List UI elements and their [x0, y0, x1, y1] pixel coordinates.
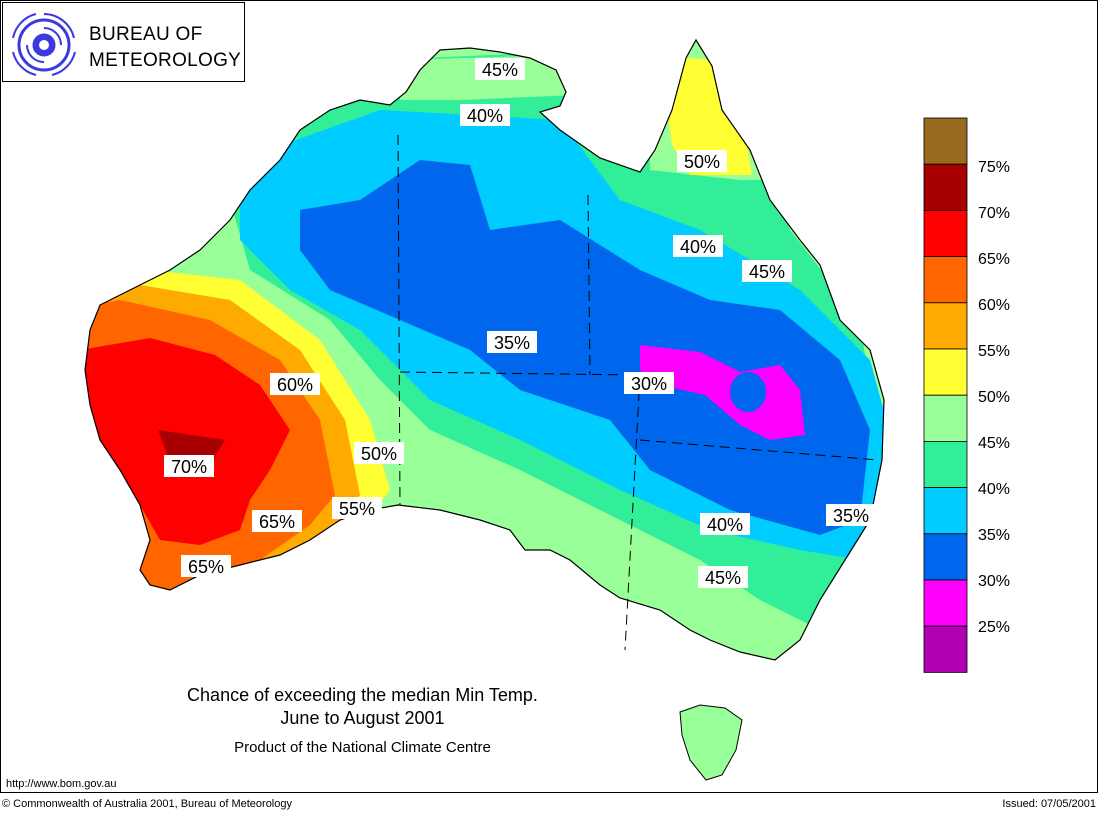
product-credit: Product of the National Climate Centre [234, 739, 491, 756]
legend-label: 70% [978, 205, 1011, 222]
logo-text-line1: BUREAU OF [89, 24, 203, 45]
svg-text:30%: 30% [631, 374, 667, 394]
legend-label: 35% [978, 527, 1011, 544]
contour-label: 40% [460, 104, 510, 126]
legend-swatch [923, 579, 968, 627]
contour-label: 35% [826, 504, 876, 526]
svg-text:65%: 65% [188, 557, 224, 577]
svg-text:70%: 70% [171, 457, 207, 477]
issued-date: Issued: 07/05/2001 [1002, 798, 1096, 810]
contour-label: 45% [698, 566, 748, 588]
legend-swatch [923, 209, 968, 257]
contour-label: 60% [270, 373, 320, 395]
contour-label: 40% [673, 235, 723, 257]
svg-text:60%: 60% [277, 375, 313, 395]
legend-swatch [923, 487, 968, 535]
contour-label: 70% [164, 455, 214, 477]
contour-label: 40% [700, 513, 750, 535]
legend-label: 30% [978, 573, 1011, 590]
bom-logo: BUREAU OF METEOROLOGY [2, 2, 245, 82]
contour-label: 30% [624, 372, 674, 394]
contour-label: 50% [677, 150, 727, 172]
website-url: http://www.bom.gov.au [6, 778, 117, 790]
contour-label: 55% [332, 497, 382, 519]
contour-label: 65% [252, 510, 302, 532]
legend-swatch [923, 302, 968, 350]
svg-text:40%: 40% [707, 515, 743, 535]
contour-label: 50% [354, 442, 404, 464]
svg-text:65%: 65% [259, 512, 295, 532]
legend-label: 55% [978, 343, 1011, 360]
legend-swatch [923, 163, 968, 211]
svg-text:40%: 40% [680, 237, 716, 257]
legend-label: 65% [978, 251, 1011, 268]
legend-swatch [923, 394, 968, 442]
svg-text:35%: 35% [833, 506, 869, 526]
bom-swirl-icon [12, 13, 76, 76]
map-subtitle: June to August 2001 [280, 708, 445, 728]
contour-label: 45% [742, 260, 792, 282]
logo-text-line2: METEOROLOGY [89, 50, 242, 71]
contour-label: 45% [475, 58, 525, 80]
contour-label: 65% [181, 555, 231, 577]
legend-swatch [923, 533, 968, 581]
legend-swatch [923, 117, 968, 165]
legend-label: 25% [978, 619, 1011, 636]
legend-swatch [923, 440, 968, 488]
svg-text:55%: 55% [339, 499, 375, 519]
legend-label: 45% [978, 435, 1011, 452]
svg-text:45%: 45% [705, 568, 741, 588]
svg-text:50%: 50% [684, 152, 720, 172]
legend-label: 40% [978, 481, 1011, 498]
copyright-notice: © Commonwealth of Australia 2001, Bureau… [2, 798, 292, 810]
contour-labels: 45% 40% 50% 40% 45% 35% 30% 60% [164, 58, 876, 588]
legend-swatch [923, 348, 968, 396]
legend-label: 50% [978, 389, 1011, 406]
legend-color-bar [923, 117, 968, 673]
legend-label: 60% [978, 297, 1011, 314]
legend-swatch [923, 625, 968, 673]
coastline [84, 38, 885, 661]
map-title: Chance of exceeding the median Min Temp. [187, 685, 538, 705]
tasmania [679, 704, 743, 781]
svg-text:50%: 50% [361, 444, 397, 464]
svg-text:45%: 45% [749, 262, 785, 282]
svg-text:35%: 35% [494, 333, 530, 353]
svg-text:40%: 40% [467, 106, 503, 126]
svg-text:45%: 45% [482, 60, 518, 80]
legend-label: 75% [978, 159, 1011, 176]
legend-swatch [923, 256, 968, 304]
contour-label: 35% [487, 331, 537, 353]
